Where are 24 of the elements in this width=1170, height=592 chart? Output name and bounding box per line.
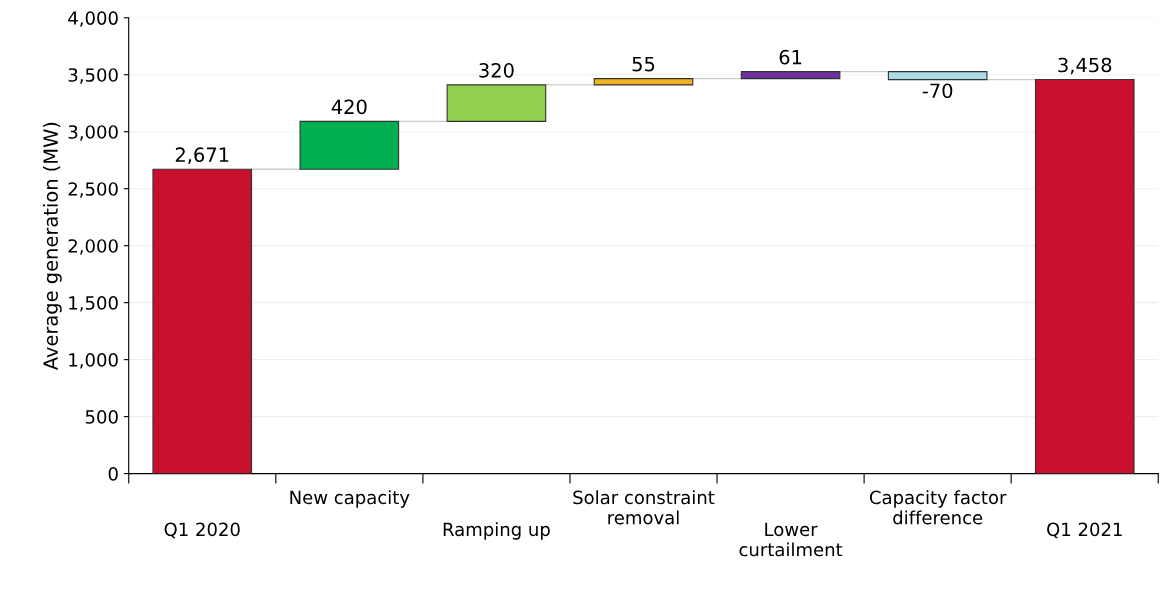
y-tick-label: 1,000 xyxy=(69,353,118,369)
data-label: -70 xyxy=(922,83,953,99)
x-tick-label: Capacity factor difference xyxy=(869,490,1007,525)
y-tick-label: 500 xyxy=(85,410,118,424)
y-tick-label: 0 xyxy=(108,467,118,481)
y-axis-title: Average generation (MW) xyxy=(42,122,62,371)
y-tick-label: 3,500 xyxy=(68,68,118,84)
data-label: 420 xyxy=(331,99,367,115)
data-label: 3,458 xyxy=(1058,57,1112,75)
x-tick-label: Ramping up xyxy=(443,522,550,540)
x-tick-label: Solar constraint removal xyxy=(573,490,715,525)
x-tick-label: Q1 2020 xyxy=(164,522,240,539)
data-label: 2,671 xyxy=(175,147,229,165)
y-tick-label: 4,000 xyxy=(68,11,118,27)
x-tick-label: Lower curtailment xyxy=(739,522,843,557)
data-label: 320 xyxy=(479,62,514,78)
y-tick-label: 3,000 xyxy=(68,125,118,141)
data-label: 61 xyxy=(779,49,802,65)
data-label: 55 xyxy=(632,56,655,72)
y-tick-label: 2,000 xyxy=(68,239,118,255)
x-tick-label: Q1 2021 xyxy=(1047,522,1122,539)
y-tick-label: 2,500 xyxy=(68,182,118,198)
y-tick-label: 1,500 xyxy=(69,296,118,312)
x-tick-label: New capacity xyxy=(290,490,410,508)
